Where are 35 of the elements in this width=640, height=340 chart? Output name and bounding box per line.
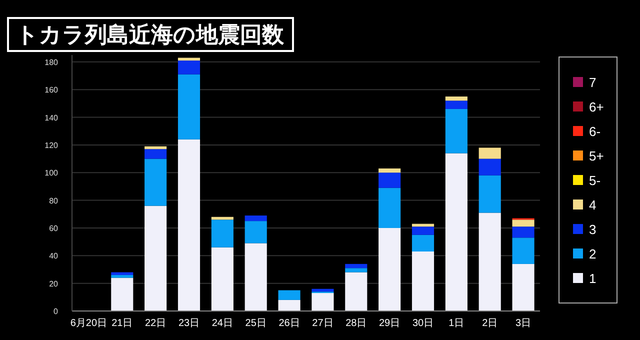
legend-label: 4 bbox=[589, 198, 596, 212]
x-tick-label: 6月20日 bbox=[70, 318, 108, 329]
legend-label: 7 bbox=[589, 75, 596, 90]
x-tick-label: 24日 bbox=[212, 318, 233, 329]
x-tick-label: 1日 bbox=[448, 318, 464, 329]
legend-label: 5+ bbox=[589, 148, 604, 164]
legend-label: 6- bbox=[589, 124, 601, 139]
y-tick-label: 160 bbox=[44, 86, 59, 95]
title: トカラ列島近海の地震回数 bbox=[7, 17, 294, 52]
x-tick-label: 25日 bbox=[245, 318, 266, 329]
legend-label: 1 bbox=[589, 271, 596, 286]
x-tick-label: 27日 bbox=[312, 318, 334, 329]
y-tick-label: 100 bbox=[44, 168, 59, 178]
x-tick-label: 3日 bbox=[516, 318, 532, 329]
legend-label: 5- bbox=[589, 173, 601, 188]
x-tick-label: 2日 bbox=[482, 318, 498, 329]
legend-label: 2 bbox=[589, 246, 596, 262]
x-tick-label: 26日 bbox=[278, 318, 300, 329]
y-tick-label: 140 bbox=[44, 113, 59, 122]
y-tick-label: 20 bbox=[49, 279, 59, 288]
chart-title: トカラ列島近海の地震回数 bbox=[16, 22, 285, 47]
x-tick-label: 23日 bbox=[178, 318, 200, 329]
legend-label: 6+ bbox=[589, 100, 604, 114]
y-tick-label: 0 bbox=[54, 307, 59, 316]
x-tick-label: 22日 bbox=[145, 318, 166, 329]
legend-label: 3 bbox=[589, 222, 596, 237]
y-tick-label: 80 bbox=[49, 196, 59, 206]
x-tick-label: 21日 bbox=[112, 318, 133, 329]
x-tick-label: 30日 bbox=[412, 318, 434, 329]
y-tick-label: 60 bbox=[49, 224, 59, 233]
y-tick-label: 120 bbox=[44, 140, 59, 150]
y-tick-label: 40 bbox=[49, 252, 59, 261]
y-tick-label: 180 bbox=[44, 58, 59, 67]
x-tick-label: 28日 bbox=[346, 318, 367, 329]
x-tick-label: 29日 bbox=[379, 318, 400, 329]
